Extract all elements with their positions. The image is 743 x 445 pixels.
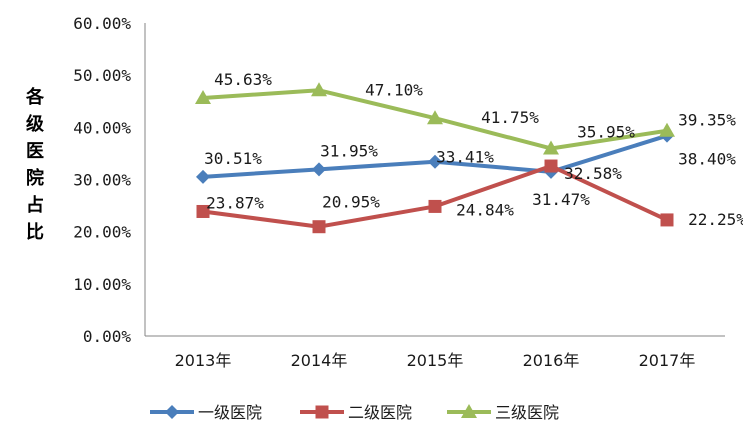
data-label: 31.95% bbox=[320, 141, 378, 160]
data-label: 38.40% bbox=[678, 150, 736, 169]
y-tick-label: 0.00% bbox=[83, 327, 132, 346]
data-point bbox=[427, 110, 443, 125]
data-label: 32.58% bbox=[564, 164, 622, 183]
data-label: 39.35% bbox=[678, 111, 736, 130]
y-tick-label: 30.00% bbox=[73, 171, 131, 190]
x-tick-label: 2014年 bbox=[291, 351, 348, 370]
data-label: 35.95% bbox=[577, 122, 635, 141]
data-point bbox=[196, 204, 210, 218]
data-label: 33.41% bbox=[436, 148, 494, 167]
data-labels: 30.51% 31.95% 33.41% 31.47% 38.40% 23.87% 20.9… bbox=[204, 70, 743, 229]
legend-swatch-marker bbox=[315, 405, 329, 419]
x-tick-label: 2013年 bbox=[175, 351, 232, 370]
x-tick-label: 2017年 bbox=[639, 351, 696, 370]
legend-item: 一级医院 bbox=[150, 403, 262, 422]
y-tick-label: 40.00% bbox=[73, 118, 131, 137]
y-tick-label: 60.00% bbox=[73, 14, 131, 33]
y-axis-label-char: 院 bbox=[26, 167, 44, 189]
data-point bbox=[428, 199, 442, 213]
data-point bbox=[195, 89, 211, 104]
data-label: 45.63% bbox=[214, 70, 272, 89]
legend-label: 二级医院 bbox=[348, 403, 412, 422]
data-point bbox=[543, 140, 559, 155]
data-point bbox=[312, 220, 326, 234]
data-point bbox=[312, 162, 326, 177]
series-lines bbox=[195, 82, 675, 234]
series-3 bbox=[195, 82, 675, 155]
legend-item: 三级医院 bbox=[447, 403, 559, 422]
data-label: 41.75% bbox=[481, 108, 539, 127]
data-label: 24.84% bbox=[456, 200, 514, 219]
legend: 一级医院 二级医院 三级医院 bbox=[150, 403, 559, 422]
data-point bbox=[196, 169, 210, 184]
data-point bbox=[428, 154, 442, 169]
y-tick-label: 20.00% bbox=[73, 223, 131, 242]
y-axis-label-char: 占 bbox=[26, 194, 44, 216]
legend-item: 二级医院 bbox=[300, 403, 412, 422]
data-point bbox=[660, 213, 674, 227]
data-point bbox=[544, 159, 558, 173]
y-axis-label-char: 各 bbox=[25, 86, 45, 108]
x-tick-label: 2015年 bbox=[407, 351, 464, 370]
data-label: 20.95% bbox=[322, 193, 380, 212]
legend-label: 三级医院 bbox=[495, 403, 559, 422]
data-label: 31.47% bbox=[532, 190, 590, 209]
data-label: 23.87% bbox=[206, 193, 264, 212]
y-tick-labels: 0.00% 10.00% 20.00% 30.00% 40.00% 50.00% 60.00… bbox=[73, 14, 131, 346]
series-2 bbox=[196, 159, 674, 234]
data-point bbox=[659, 122, 675, 137]
axes bbox=[144, 23, 725, 337]
y-tick-label: 10.00% bbox=[73, 275, 131, 294]
data-point bbox=[311, 82, 327, 97]
data-label: 22.25% bbox=[688, 210, 743, 229]
legend-swatch-marker bbox=[461, 404, 477, 418]
data-label: 47.10% bbox=[365, 80, 423, 99]
x-tick-labels: 2013年 2014年 2015年 2016年 2017年 bbox=[175, 351, 696, 370]
y-axis-label-char: 比 bbox=[26, 222, 44, 243]
legend-swatch-marker bbox=[165, 405, 179, 419]
y-axis-label-char: 级 bbox=[26, 113, 45, 135]
legend-label: 一级医院 bbox=[198, 403, 262, 422]
x-tick-label: 2016年 bbox=[523, 351, 580, 370]
data-label: 30.51% bbox=[204, 149, 262, 168]
y-axis-label-char: 医 bbox=[26, 141, 44, 162]
y-tick-label: 50.00% bbox=[73, 66, 131, 85]
